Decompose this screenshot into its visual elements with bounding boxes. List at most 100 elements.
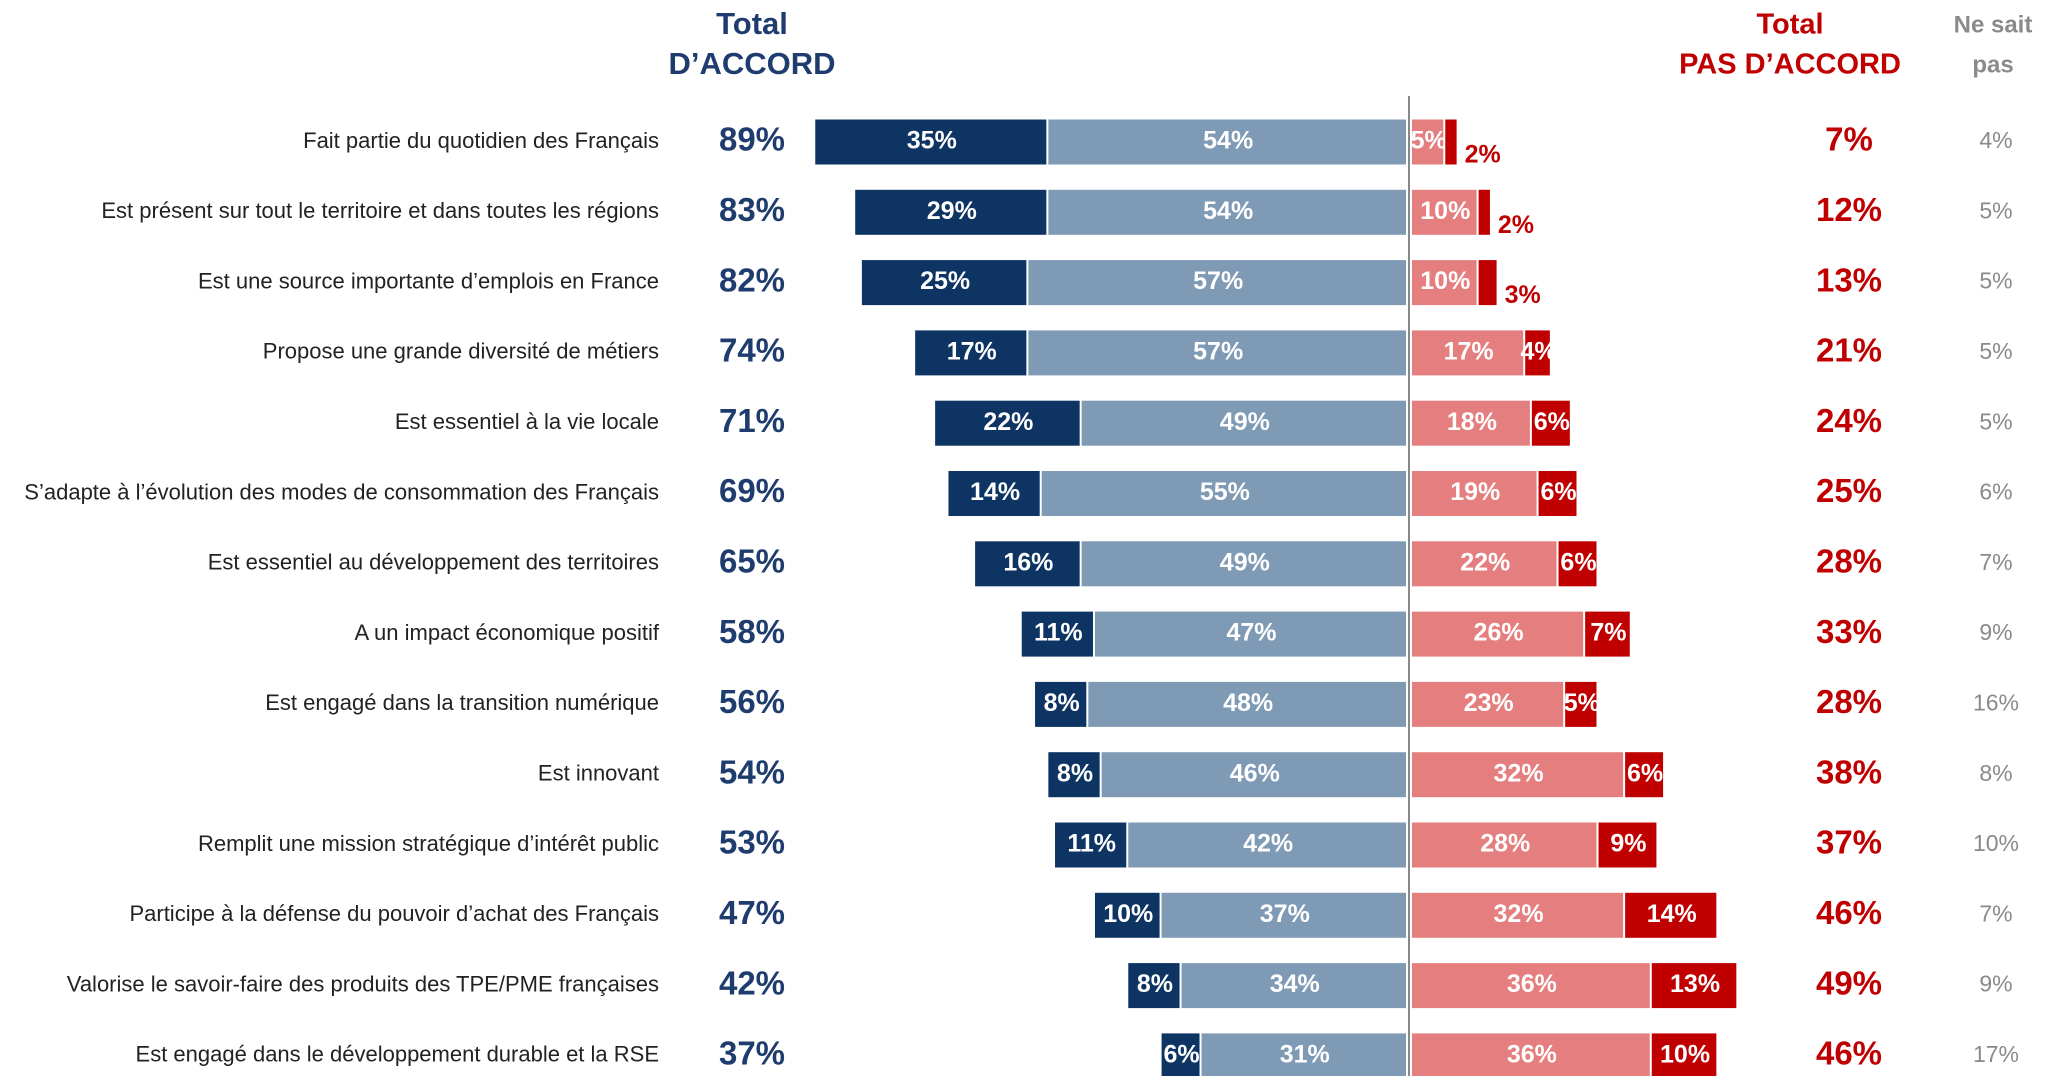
bar-segment [1161, 1033, 1200, 1076]
row-label: A un impact économique positif [354, 620, 659, 645]
bar-segment [1048, 189, 1406, 235]
bar-segment [1598, 822, 1657, 868]
total-disagree: 46% [1816, 894, 1882, 931]
segment-label: 23% [1464, 689, 1514, 717]
total-agree: 54% [719, 753, 785, 790]
row-label: Est essentiel au développement des terri… [208, 550, 659, 575]
segment-label: 22% [983, 408, 1033, 436]
dont-know: 9% [1979, 971, 2012, 997]
bar-segment [1478, 189, 1490, 235]
row-label: Remplit une mission stratégique d’intérê… [198, 831, 659, 856]
segment-label: 6% [1540, 478, 1576, 506]
bar-segment [1525, 330, 1550, 376]
segment-label: 54% [1203, 197, 1253, 225]
bar-segment [1412, 400, 1530, 446]
bar-segment [1101, 752, 1406, 798]
dont-know: 5% [1979, 408, 2012, 434]
bar-segment [935, 400, 1080, 446]
segment-label: 48% [1223, 689, 1273, 717]
column-header: Total [1756, 9, 1823, 41]
segment-label: 47% [1226, 619, 1276, 647]
segment-label: 36% [1507, 970, 1557, 998]
total-agree: 74% [719, 332, 785, 369]
total-agree: 56% [719, 683, 785, 720]
total-disagree: 49% [1816, 964, 1882, 1001]
bar-segment [1055, 822, 1127, 868]
bar-segment [1161, 892, 1406, 938]
bar-segment [1035, 681, 1087, 727]
total-disagree: 24% [1816, 402, 1882, 439]
total-agree: 71% [719, 402, 785, 439]
bar-segment [1128, 822, 1406, 868]
segment-label: 2% [1498, 211, 1534, 239]
bar-segment [1625, 752, 1664, 798]
segment-label: 4% [1520, 338, 1556, 366]
segment-label: 8% [1137, 970, 1173, 998]
bar-segment [1445, 119, 1457, 165]
segment-label: 5% [1411, 127, 1447, 155]
segment-label: 6% [1560, 548, 1596, 576]
segment-label: 22% [1460, 548, 1510, 576]
bar-segment [1412, 681, 1564, 727]
segment-label: 26% [1474, 619, 1524, 647]
column-header: Total [716, 6, 788, 41]
bar-segment [1201, 1033, 1406, 1076]
segment-label: 8% [1044, 689, 1080, 717]
segment-label: 46% [1230, 759, 1280, 787]
bar-segment [1531, 400, 1570, 446]
total-agree: 83% [719, 191, 785, 228]
row-label: Est présent sur tout le territoire et da… [101, 198, 659, 223]
segment-label: 57% [1193, 338, 1243, 366]
segment-label: 6% [1627, 759, 1663, 787]
segment-label: 32% [1494, 759, 1544, 787]
segment-label: 11% [1034, 619, 1083, 647]
segment-label: 42% [1243, 830, 1293, 858]
row-label: Valorise le savoir-faire des produits de… [67, 971, 659, 996]
segment-label: 11% [1067, 830, 1116, 858]
dont-know: 17% [1973, 1041, 2019, 1067]
total-disagree: 13% [1816, 261, 1882, 298]
segment-label: 9% [1610, 830, 1646, 858]
segment-label: 10% [1420, 267, 1470, 295]
bar-segment [1094, 892, 1160, 938]
dont-know: 5% [1979, 197, 2012, 223]
bar-segment [1181, 963, 1406, 1009]
bar-segment [1128, 963, 1180, 1009]
column-header: pas [1972, 51, 2013, 78]
bar-segment [1538, 471, 1577, 516]
segment-label: 32% [1494, 900, 1544, 928]
total-agree: 65% [719, 543, 785, 580]
bar-segment [1412, 822, 1597, 868]
bar-segment [1412, 471, 1537, 516]
segment-label: 57% [1193, 267, 1243, 295]
total-disagree: 25% [1816, 472, 1882, 509]
row-label: Propose une grande diversité de métiers [263, 339, 659, 364]
bar-segment [1585, 611, 1630, 657]
segment-label: 2% [1465, 141, 1501, 169]
bar-segment [1412, 260, 1477, 306]
dont-know: 5% [1979, 338, 2012, 364]
total-disagree: 21% [1816, 332, 1882, 369]
dont-know: 7% [1979, 549, 2012, 575]
segment-label: 8% [1057, 759, 1093, 787]
segment-label: 10% [1660, 1041, 1710, 1069]
segment-label: 14% [970, 478, 1020, 506]
total-disagree: 46% [1816, 1035, 1882, 1072]
segment-label: 18% [1447, 408, 1497, 436]
segment-label: 28% [1480, 830, 1530, 858]
dont-know: 10% [1973, 830, 2019, 856]
total-disagree: 28% [1816, 683, 1882, 720]
row-label: Est engagé dans le développement durable… [136, 1042, 659, 1067]
bar-segment [1021, 611, 1093, 657]
bar-segment [1412, 1033, 1650, 1076]
segment-label: 10% [1420, 197, 1470, 225]
bar-segment [1478, 260, 1497, 306]
bar-segment [1028, 260, 1406, 306]
bar-segment [1565, 681, 1597, 727]
bar-segment [1625, 892, 1717, 938]
row-label: S’adapte à l’évolution des modes de cons… [24, 479, 659, 504]
total-agree: 53% [719, 824, 785, 861]
bar-segment [1412, 119, 1444, 165]
row-label: Est innovant [538, 761, 659, 786]
bar-segment [1558, 541, 1597, 587]
